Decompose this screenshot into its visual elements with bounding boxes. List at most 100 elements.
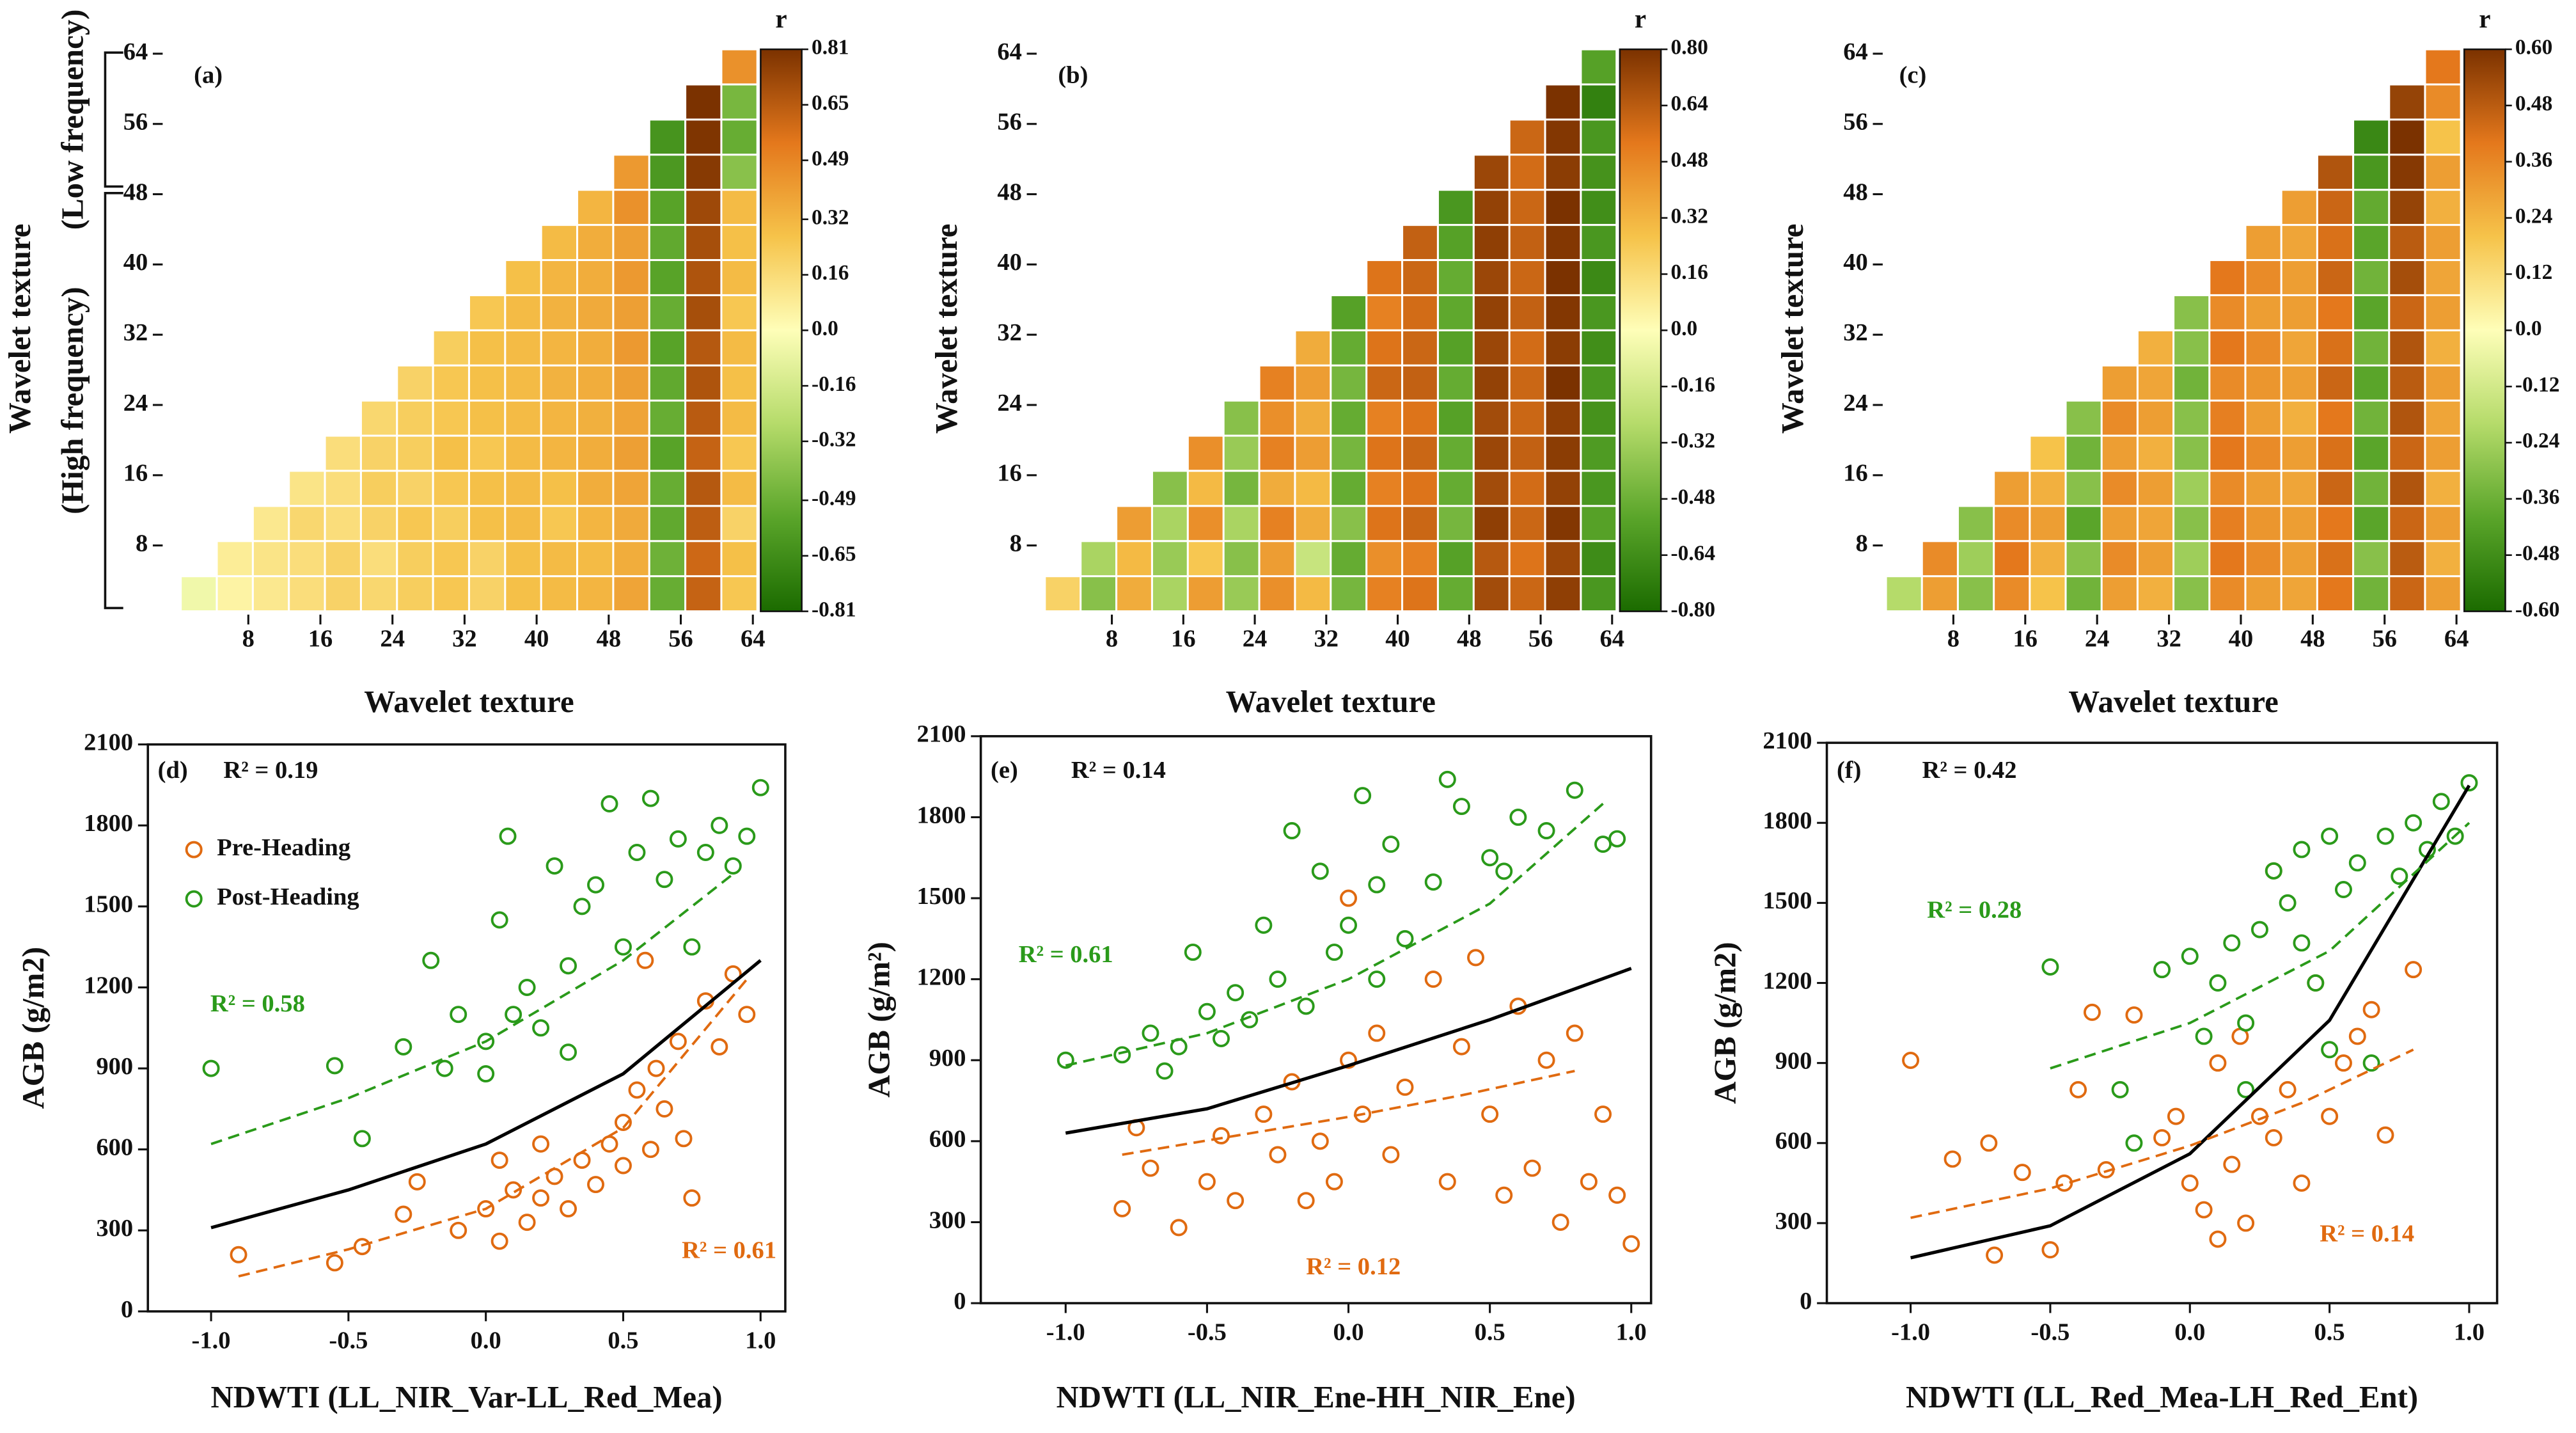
heat-cell	[1403, 436, 1437, 470]
data-point	[499, 827, 517, 845]
data-point	[669, 1033, 687, 1050]
x-axis-label: NDWTI (LL_NIR_Var-LL_Red_Mea)	[211, 1380, 723, 1414]
y-tick-label: 32	[123, 319, 148, 346]
heat-cell	[2390, 507, 2424, 541]
heat-cell	[1260, 366, 1294, 400]
heat-cell	[2282, 331, 2316, 365]
heat-cell	[686, 261, 721, 294]
heat-cell	[2426, 507, 2460, 541]
data-point	[560, 1200, 577, 1218]
annotation: R² = 0.42	[1922, 757, 2017, 784]
heat-cell	[2174, 401, 2209, 435]
panel-label: (c)	[1899, 62, 1927, 89]
heat-cell	[578, 226, 613, 259]
y-tick-label: 2100	[916, 721, 966, 748]
data-point	[2013, 1164, 2031, 1182]
heat-cell	[1438, 542, 1473, 576]
heat-cell	[2174, 296, 2209, 329]
heat-cell	[1296, 331, 1330, 365]
heat-cell	[469, 331, 505, 365]
fit-curve	[210, 959, 762, 1230]
data-point	[1227, 1192, 1245, 1210]
heat-cell	[2426, 85, 2460, 119]
heat-cell	[1367, 331, 1401, 365]
data-point	[2307, 974, 2325, 992]
heat-cell	[722, 85, 757, 119]
y-tick-label: 2100	[1763, 727, 1812, 754]
heat-cell	[2354, 296, 2389, 329]
heat-cell	[182, 577, 216, 611]
plot-frame	[146, 743, 787, 1313]
data-point	[560, 1043, 577, 1061]
heat-cell	[2390, 436, 2424, 470]
fit-curve	[2050, 821, 2470, 1070]
heat-cell	[2210, 331, 2245, 365]
heat-cell	[2426, 50, 2460, 84]
heat-cell	[506, 331, 540, 365]
heat-cell	[2246, 401, 2281, 435]
heat-cell	[2138, 507, 2173, 541]
data-point	[395, 1038, 412, 1056]
colorbar-tick-label: 0.60	[2515, 36, 2552, 59]
data-point	[1113, 1199, 1131, 1217]
heat-cell	[542, 226, 576, 259]
data-point	[656, 1100, 673, 1118]
y-group-label: (Low frequency)	[55, 10, 90, 230]
x-tick-label: 56	[668, 626, 693, 653]
data-point	[1495, 862, 1513, 880]
data-point	[1396, 1078, 1414, 1096]
heat-cell	[686, 85, 721, 119]
data-point	[751, 779, 769, 796]
data-point	[1382, 1146, 1400, 1164]
heat-cell	[1958, 577, 1993, 611]
heat-cell	[2318, 436, 2353, 470]
data-point	[738, 1006, 756, 1024]
heat-cell	[2102, 366, 2137, 400]
heat-cell	[1224, 401, 1259, 435]
heat-cell	[361, 436, 397, 470]
heat-cell	[1296, 436, 1330, 470]
heat-cell	[1582, 120, 1616, 154]
heat-cell	[2318, 191, 2353, 225]
heat-cell	[614, 542, 648, 576]
heat-cell	[2174, 436, 2209, 470]
data-point	[1255, 1105, 1273, 1123]
data-point	[1481, 849, 1499, 867]
heat-cell	[1582, 577, 1616, 611]
data-point	[1902, 1051, 1920, 1069]
heat-cell	[1224, 471, 1259, 505]
heat-cell	[722, 155, 757, 189]
data-point	[1354, 1105, 1372, 1123]
heat-cell	[1546, 120, 1580, 154]
data-point	[2111, 1081, 2129, 1098]
data-point	[2446, 827, 2464, 845]
x-tick-label: 0.0	[471, 1327, 501, 1354]
heat-cell	[1510, 436, 1544, 470]
data-point	[2237, 1014, 2255, 1032]
data-point	[1551, 1213, 1569, 1231]
heat-cell	[290, 542, 324, 576]
heat-cell	[1582, 261, 1616, 294]
x-tick-label: 24	[1243, 626, 1268, 653]
x-tick-label: 16	[1171, 626, 1196, 653]
heat-cell	[1403, 226, 1437, 259]
y-tick-label: 0	[121, 1296, 133, 1323]
data-point	[2432, 793, 2450, 811]
legend-label: Pre-Heading	[217, 834, 350, 861]
fit-curve	[238, 978, 748, 1278]
y-tick-label: 32	[1843, 319, 1868, 346]
heat-cell	[2174, 366, 2209, 400]
data-point	[1283, 822, 1301, 840]
heatmap-panel: 8 16 24 32 40 48 56 64 8 16 24 32 40 48 56 64 Wavelet te…	[929, 4, 1715, 719]
heat-cell	[398, 542, 432, 576]
annotation: R² = 0.61	[682, 1237, 776, 1263]
x-tick-label: 1.0	[1616, 1319, 1647, 1346]
data-point	[1566, 781, 1583, 799]
scatter-panel: -1.0 -0.5 0.0 0.5 1.0 0 300 600 900 1200 1500 1800 2…	[16, 729, 787, 1414]
heat-cell	[1403, 471, 1437, 505]
heat-cell	[1958, 507, 1993, 541]
heat-cell	[217, 542, 252, 576]
data-point	[1198, 1173, 1216, 1191]
heat-cell	[253, 507, 288, 541]
heat-cell	[2354, 507, 2389, 541]
